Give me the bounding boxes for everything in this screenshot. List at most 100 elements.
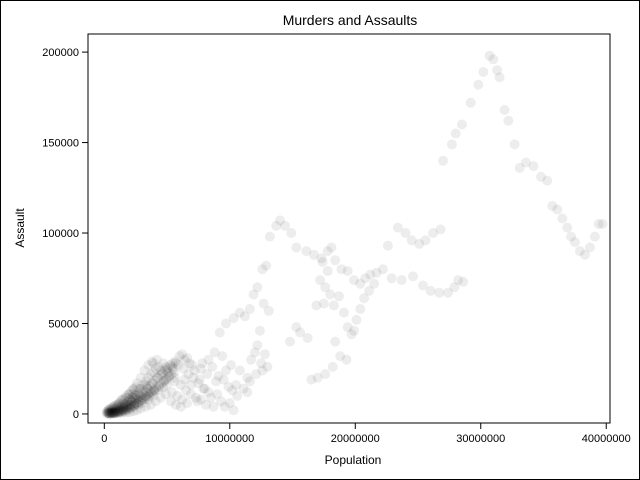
data-point	[165, 360, 176, 371]
y-tick-label: 0	[73, 409, 79, 421]
data-point	[520, 157, 531, 168]
data-point	[155, 370, 166, 381]
data-point	[116, 405, 127, 416]
data-point	[593, 219, 604, 229]
data-point	[223, 381, 234, 392]
data-point	[325, 289, 336, 300]
data-point	[195, 363, 206, 374]
x-tick-label: 10000000	[205, 433, 254, 445]
data-point	[183, 369, 194, 380]
data-point	[369, 278, 380, 289]
data-point	[579, 249, 590, 260]
data-point	[198, 383, 209, 394]
data-point	[102, 406, 113, 417]
data-point	[484, 50, 495, 61]
data-point	[103, 408, 114, 418]
data-point	[536, 171, 546, 182]
data-point	[145, 369, 156, 380]
data-point	[106, 405, 117, 416]
data-point	[143, 372, 154, 383]
data-point	[169, 367, 179, 378]
data-point	[209, 347, 220, 358]
data-point	[217, 351, 228, 362]
data-point	[130, 392, 141, 403]
data-point	[133, 394, 144, 405]
data-point	[227, 385, 238, 396]
data-point	[127, 397, 138, 408]
data-point	[172, 390, 183, 401]
data-point	[238, 383, 249, 394]
data-point	[158, 382, 169, 393]
data-point	[121, 404, 132, 415]
data-point	[120, 399, 131, 410]
data-point	[128, 383, 139, 394]
data-point	[291, 242, 302, 253]
data-point	[396, 275, 407, 286]
data-point	[108, 408, 119, 419]
data-point	[128, 400, 139, 411]
data-point	[131, 381, 142, 392]
data-point	[149, 385, 160, 396]
data-point	[140, 386, 151, 397]
data-point	[125, 399, 136, 410]
data-point	[108, 406, 119, 417]
data-point	[130, 390, 141, 401]
data-point	[425, 285, 436, 296]
data-point	[315, 275, 326, 286]
data-point	[359, 293, 370, 304]
data-point	[166, 369, 177, 380]
data-point	[101, 408, 112, 419]
data-point	[113, 405, 124, 416]
data-point	[118, 401, 129, 412]
data-point	[458, 276, 469, 287]
data-point	[153, 384, 164, 395]
data-point	[275, 215, 285, 226]
data-point	[135, 403, 146, 414]
data-point	[547, 200, 558, 211]
data-point	[322, 266, 333, 276]
data-point	[142, 392, 152, 403]
data-point	[128, 384, 139, 395]
data-point	[112, 402, 123, 413]
y-tick-label: 150000	[42, 138, 79, 150]
data-point	[105, 407, 116, 418]
data-point	[584, 242, 595, 253]
data-point	[137, 388, 148, 399]
data-point	[125, 403, 136, 414]
data-point	[106, 403, 117, 414]
data-point	[106, 408, 117, 418]
plot-area	[87, 33, 611, 424]
data-point	[138, 380, 149, 390]
data-point	[123, 397, 134, 408]
data-point	[326, 242, 337, 253]
data-point	[187, 360, 198, 371]
data-point	[203, 387, 214, 398]
data-point	[242, 387, 253, 398]
data-point	[110, 405, 121, 416]
data-point	[140, 376, 151, 387]
data-point	[206, 392, 216, 403]
data-point	[320, 282, 331, 293]
data-point	[116, 395, 127, 406]
data-point	[147, 378, 157, 389]
data-point	[231, 380, 242, 390]
data-point	[162, 365, 173, 376]
data-point	[443, 287, 454, 298]
data-point	[108, 407, 119, 418]
data-point	[195, 394, 206, 405]
data-point	[155, 365, 166, 376]
data-point	[218, 374, 229, 385]
data-point	[150, 363, 161, 374]
data-point	[434, 287, 445, 298]
data-point	[108, 408, 119, 419]
data-point	[256, 358, 267, 369]
data-point	[121, 390, 132, 401]
data-point	[492, 65, 503, 76]
data-point	[182, 352, 193, 363]
data-point	[244, 376, 255, 387]
data-point	[382, 240, 393, 251]
data-point	[104, 404, 115, 415]
data-point	[280, 220, 290, 231]
data-point	[131, 398, 142, 409]
data-point	[118, 403, 129, 414]
